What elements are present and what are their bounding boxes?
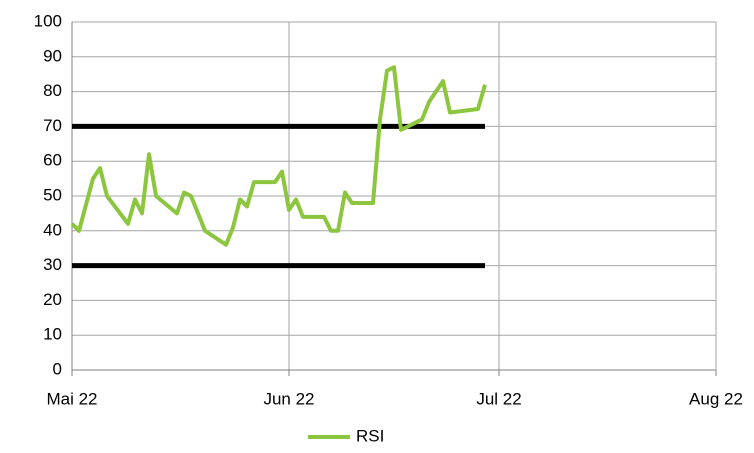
y-tick-label: 20 — [43, 290, 62, 309]
y-tick-label: 50 — [43, 185, 62, 204]
y-tick-label: 30 — [43, 255, 62, 274]
x-tick-label: Aug 22 — [689, 389, 743, 408]
rsi-line — [70, 65, 487, 247]
legend-label: RSI — [356, 426, 384, 445]
x-tick-label: Jul 22 — [476, 389, 521, 408]
y-tick-label: 70 — [43, 116, 62, 135]
y-tick-label: 60 — [43, 151, 62, 170]
x-tick-label: Jun 22 — [263, 389, 314, 408]
y-tick-label: 40 — [43, 220, 62, 239]
y-tick-label: 80 — [43, 81, 62, 100]
x-tick-label: Mai 22 — [46, 389, 97, 408]
y-tick-label: 0 — [53, 359, 62, 378]
y-tick-label: 100 — [34, 11, 62, 30]
y-tick-label: 10 — [43, 325, 62, 344]
y-tick-label: 90 — [43, 46, 62, 65]
